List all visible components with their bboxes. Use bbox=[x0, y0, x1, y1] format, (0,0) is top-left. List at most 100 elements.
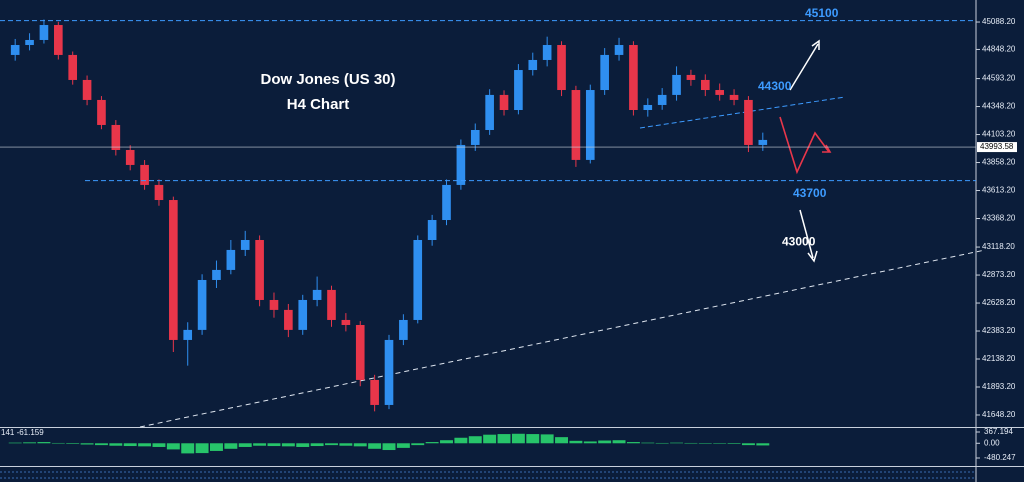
candle-body bbox=[514, 70, 523, 111]
scenario-arrows bbox=[779, 39, 832, 263]
candle-body bbox=[456, 144, 466, 185]
candle-body bbox=[442, 184, 451, 221]
y-tick-label: 43368.20 bbox=[982, 214, 1016, 223]
candle-body bbox=[327, 289, 336, 320]
candle-body bbox=[585, 90, 595, 160]
indicator-bar bbox=[569, 440, 583, 444]
indicator-bar bbox=[727, 443, 741, 444]
indicator-bar bbox=[80, 443, 94, 445]
y-tick-label: 42138.20 bbox=[982, 354, 1016, 363]
candle-body bbox=[643, 104, 653, 111]
indicator-bar bbox=[94, 443, 108, 446]
last-price-label: 43993.58 bbox=[980, 142, 1014, 151]
candle-body bbox=[758, 139, 768, 145]
candle-body bbox=[499, 94, 509, 111]
candle-body bbox=[298, 299, 308, 330]
indicator-bar bbox=[583, 441, 597, 444]
arrow bbox=[779, 116, 830, 175]
y-tick-label: 0.00 bbox=[984, 438, 1000, 447]
indicator-bar bbox=[51, 442, 65, 444]
candle-body bbox=[672, 74, 681, 95]
y-tick-label: 367.194 bbox=[984, 427, 1013, 436]
candle-body bbox=[614, 45, 624, 55]
level-label: 45100 bbox=[805, 6, 839, 20]
indicator-bar bbox=[741, 443, 755, 446]
indicator-bar bbox=[411, 443, 425, 446]
indicator-bar bbox=[670, 442, 684, 444]
indicator-bar bbox=[483, 434, 497, 444]
indicator-bar bbox=[339, 443, 353, 446]
level-label: 43700 bbox=[793, 186, 827, 200]
indicator-header: 141 -61.159 bbox=[1, 428, 44, 437]
indicator-bar bbox=[109, 443, 123, 446]
y-tick-label: 42383.20 bbox=[982, 326, 1016, 335]
indicator-bar bbox=[655, 442, 669, 444]
indicator-bar bbox=[181, 443, 195, 454]
indicator-bar bbox=[267, 443, 281, 447]
indicator-bar bbox=[296, 443, 310, 447]
candle-body bbox=[125, 149, 135, 165]
last-price-box bbox=[977, 142, 1017, 153]
indicator-bar bbox=[281, 443, 295, 447]
chart-title: Dow Jones (US 30) bbox=[260, 71, 395, 88]
indicator-bar bbox=[368, 443, 382, 449]
indicator-bar bbox=[353, 443, 367, 447]
y-tick-label: 42873.20 bbox=[982, 270, 1016, 279]
candle-body bbox=[197, 279, 207, 330]
candle-body bbox=[284, 309, 293, 330]
indicator-bar bbox=[468, 436, 482, 444]
indicator-bar bbox=[224, 443, 238, 449]
indicator-bar bbox=[37, 442, 51, 444]
target-label: 43000 bbox=[782, 235, 816, 249]
candle-body bbox=[111, 124, 121, 150]
indicator-bar bbox=[440, 440, 453, 444]
indicator-bar bbox=[756, 443, 770, 446]
candle-body bbox=[97, 99, 106, 125]
candle-body bbox=[629, 45, 638, 111]
indicator-bar bbox=[612, 440, 626, 444]
channel-line bbox=[639, 96, 846, 129]
indicator-bar bbox=[540, 434, 554, 444]
indicator-bar bbox=[8, 442, 22, 444]
chart-subtitle: H4 Chart bbox=[287, 96, 350, 113]
indicator-bar bbox=[598, 440, 612, 444]
arrow-head bbox=[807, 250, 818, 263]
candle-body bbox=[399, 319, 408, 340]
y-tick-label: 41648.20 bbox=[982, 410, 1016, 419]
candle-body bbox=[169, 200, 178, 340]
indicator-bar bbox=[555, 437, 568, 444]
y-tick-label: 44848.20 bbox=[982, 45, 1016, 54]
candle-body bbox=[413, 240, 423, 320]
indicator-bar bbox=[425, 442, 439, 444]
y-tick-label: 44348.20 bbox=[982, 102, 1016, 111]
candle-body bbox=[341, 319, 351, 325]
candle-body bbox=[68, 54, 78, 80]
target-label: 44300 bbox=[758, 79, 792, 93]
candle-body bbox=[54, 25, 63, 55]
y-tick-label: 43118.20 bbox=[982, 242, 1015, 251]
indicator-bar bbox=[152, 443, 166, 447]
candle-body bbox=[715, 90, 724, 95]
y-tick-label: 41893.20 bbox=[982, 382, 1016, 391]
indicator-bar bbox=[325, 443, 338, 446]
candle-body bbox=[39, 25, 49, 40]
indicator-bar bbox=[396, 443, 410, 448]
indicator-bar bbox=[526, 434, 540, 444]
indicator-bar bbox=[626, 442, 640, 444]
indicator-bar bbox=[138, 443, 152, 447]
indicator-bar bbox=[382, 443, 396, 451]
y-tick-label: -480.247 bbox=[984, 453, 1016, 462]
arrow bbox=[799, 209, 814, 259]
candle-body bbox=[557, 45, 566, 91]
indicator-bar bbox=[210, 443, 223, 451]
candle-body bbox=[269, 299, 279, 310]
candle-body bbox=[686, 74, 696, 80]
candle-body bbox=[154, 184, 164, 201]
arrow bbox=[789, 43, 819, 91]
candle-body bbox=[571, 90, 581, 160]
indicator-bar bbox=[310, 443, 324, 447]
indicator-bar bbox=[123, 443, 137, 447]
indicator-bar bbox=[454, 437, 468, 444]
